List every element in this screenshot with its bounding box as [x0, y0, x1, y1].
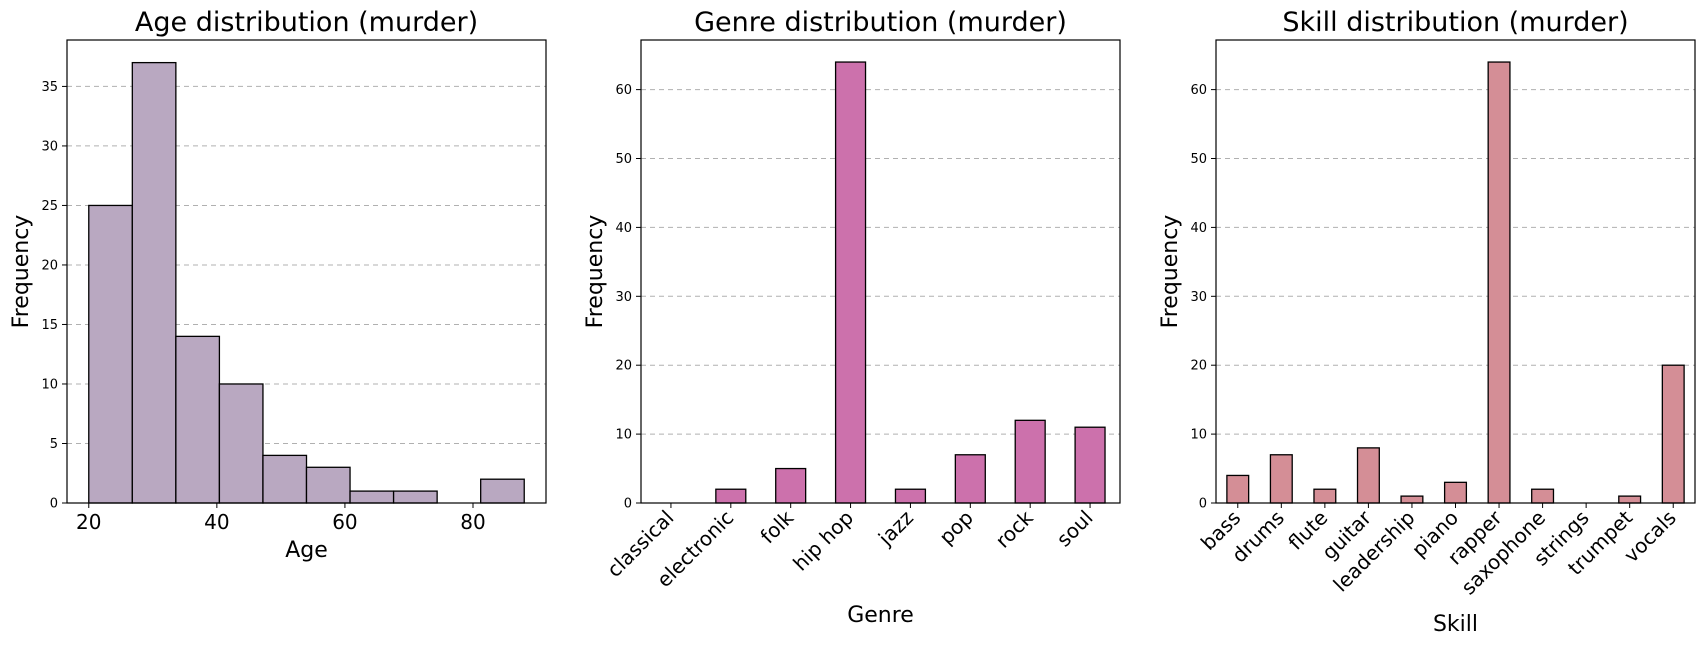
- x-axis-label: Skill: [1433, 612, 1478, 637]
- histogram-bar: [88, 204, 133, 504]
- chart-title: Genre distribution (murder): [694, 7, 1067, 38]
- bar-guitar: [1356, 447, 1380, 504]
- genre-bar-panel: Genre distribution (murder)classicalelec…: [583, 7, 1121, 628]
- x-tick-label: 80: [460, 510, 485, 534]
- y-tick-label: 20: [615, 359, 632, 374]
- y-tick-label: 0: [50, 497, 58, 512]
- bar-soul: [1074, 426, 1106, 504]
- bar-jazz: [894, 488, 927, 504]
- histogram-bar: [218, 383, 264, 504]
- x-axis-label: Genre: [847, 603, 914, 628]
- histogram-bar: [131, 61, 177, 504]
- y-tick-label: 20: [1190, 359, 1207, 374]
- y-tick-label: 60: [1190, 83, 1207, 98]
- bar-electronic: [715, 488, 747, 504]
- y-axis-label: Frequency: [1158, 215, 1183, 329]
- y-axis-label: Frequency: [583, 215, 608, 329]
- y-tick-label: 10: [615, 428, 632, 443]
- x-tick-label: rock: [991, 505, 1038, 552]
- y-tick-label: 0: [624, 497, 632, 512]
- histogram-bar: [305, 466, 351, 504]
- plot-frame: [1215, 39, 1696, 504]
- bar-leadership: [1400, 495, 1424, 504]
- histogram-bar: [262, 454, 308, 504]
- y-axis-label: Frequency: [9, 215, 34, 329]
- bars: [88, 61, 525, 504]
- y-tick-label: 30: [615, 290, 632, 305]
- bar-piano: [1443, 481, 1468, 504]
- y-tick-label: 50: [1190, 152, 1207, 167]
- bar-vocals: [1661, 364, 1685, 504]
- y-tick-label: 5: [50, 437, 58, 452]
- skill-bar-panel: Skill distribution (murder)bassdrumsflut…: [1158, 7, 1696, 637]
- histogram-bar: [175, 335, 221, 504]
- x-tick-label: 40: [204, 510, 229, 534]
- y-tick-label: 10: [41, 377, 58, 392]
- x-tick-label: jazz: [873, 506, 918, 551]
- bar-drums: [1269, 454, 1293, 504]
- chart-title: Skill distribution (murder): [1282, 7, 1628, 38]
- plot-frame: [66, 39, 547, 504]
- y-tick-label: 15: [41, 318, 58, 333]
- histogram-bar: [349, 490, 395, 504]
- y-tick-label: 25: [41, 199, 58, 214]
- x-tick-label: hip hop: [788, 506, 858, 576]
- bar-folk: [775, 467, 807, 504]
- bar-flute: [1313, 488, 1337, 504]
- y-tick-label: 30: [41, 139, 58, 154]
- y-tick-label: 60: [615, 83, 632, 98]
- bar-trumpet: [1618, 495, 1642, 504]
- x-tick-label: soul: [1052, 506, 1098, 552]
- plot-frame: [640, 39, 1121, 504]
- x-axis-label: Age: [285, 538, 328, 563]
- y-tick-label: 10: [1190, 428, 1207, 443]
- bar-pop: [954, 454, 986, 504]
- x-tick-label: pop: [934, 506, 978, 550]
- histogram-bar: [392, 490, 438, 504]
- bar-hip-hop: [834, 61, 867, 504]
- age-histogram-panel: Age distribution (murder) 20 40 60 80 Age 0 5 10…: [9, 7, 547, 563]
- bars: [715, 61, 1106, 504]
- bars: [1226, 61, 1685, 504]
- y-tick-label: 40: [1190, 221, 1207, 236]
- bar-saxophone: [1531, 488, 1555, 504]
- y-tick-label: 0: [1199, 497, 1207, 512]
- y-tick-label: 30: [1190, 290, 1207, 305]
- bar-rock: [1014, 419, 1046, 504]
- bar-bass: [1226, 474, 1250, 504]
- histogram-bar: [480, 478, 525, 504]
- x-tick-label: 20: [76, 510, 101, 534]
- y-tick-label: 35: [41, 80, 58, 95]
- x-tick-label: 60: [332, 510, 357, 534]
- x-tick-label: folk: [755, 505, 798, 548]
- y-tick-label: 20: [41, 258, 58, 273]
- bar-rapper: [1487, 61, 1511, 504]
- y-tick-label: 40: [615, 221, 632, 236]
- chart-title: Age distribution (murder): [135, 7, 478, 38]
- y-tick-label: 50: [615, 152, 632, 167]
